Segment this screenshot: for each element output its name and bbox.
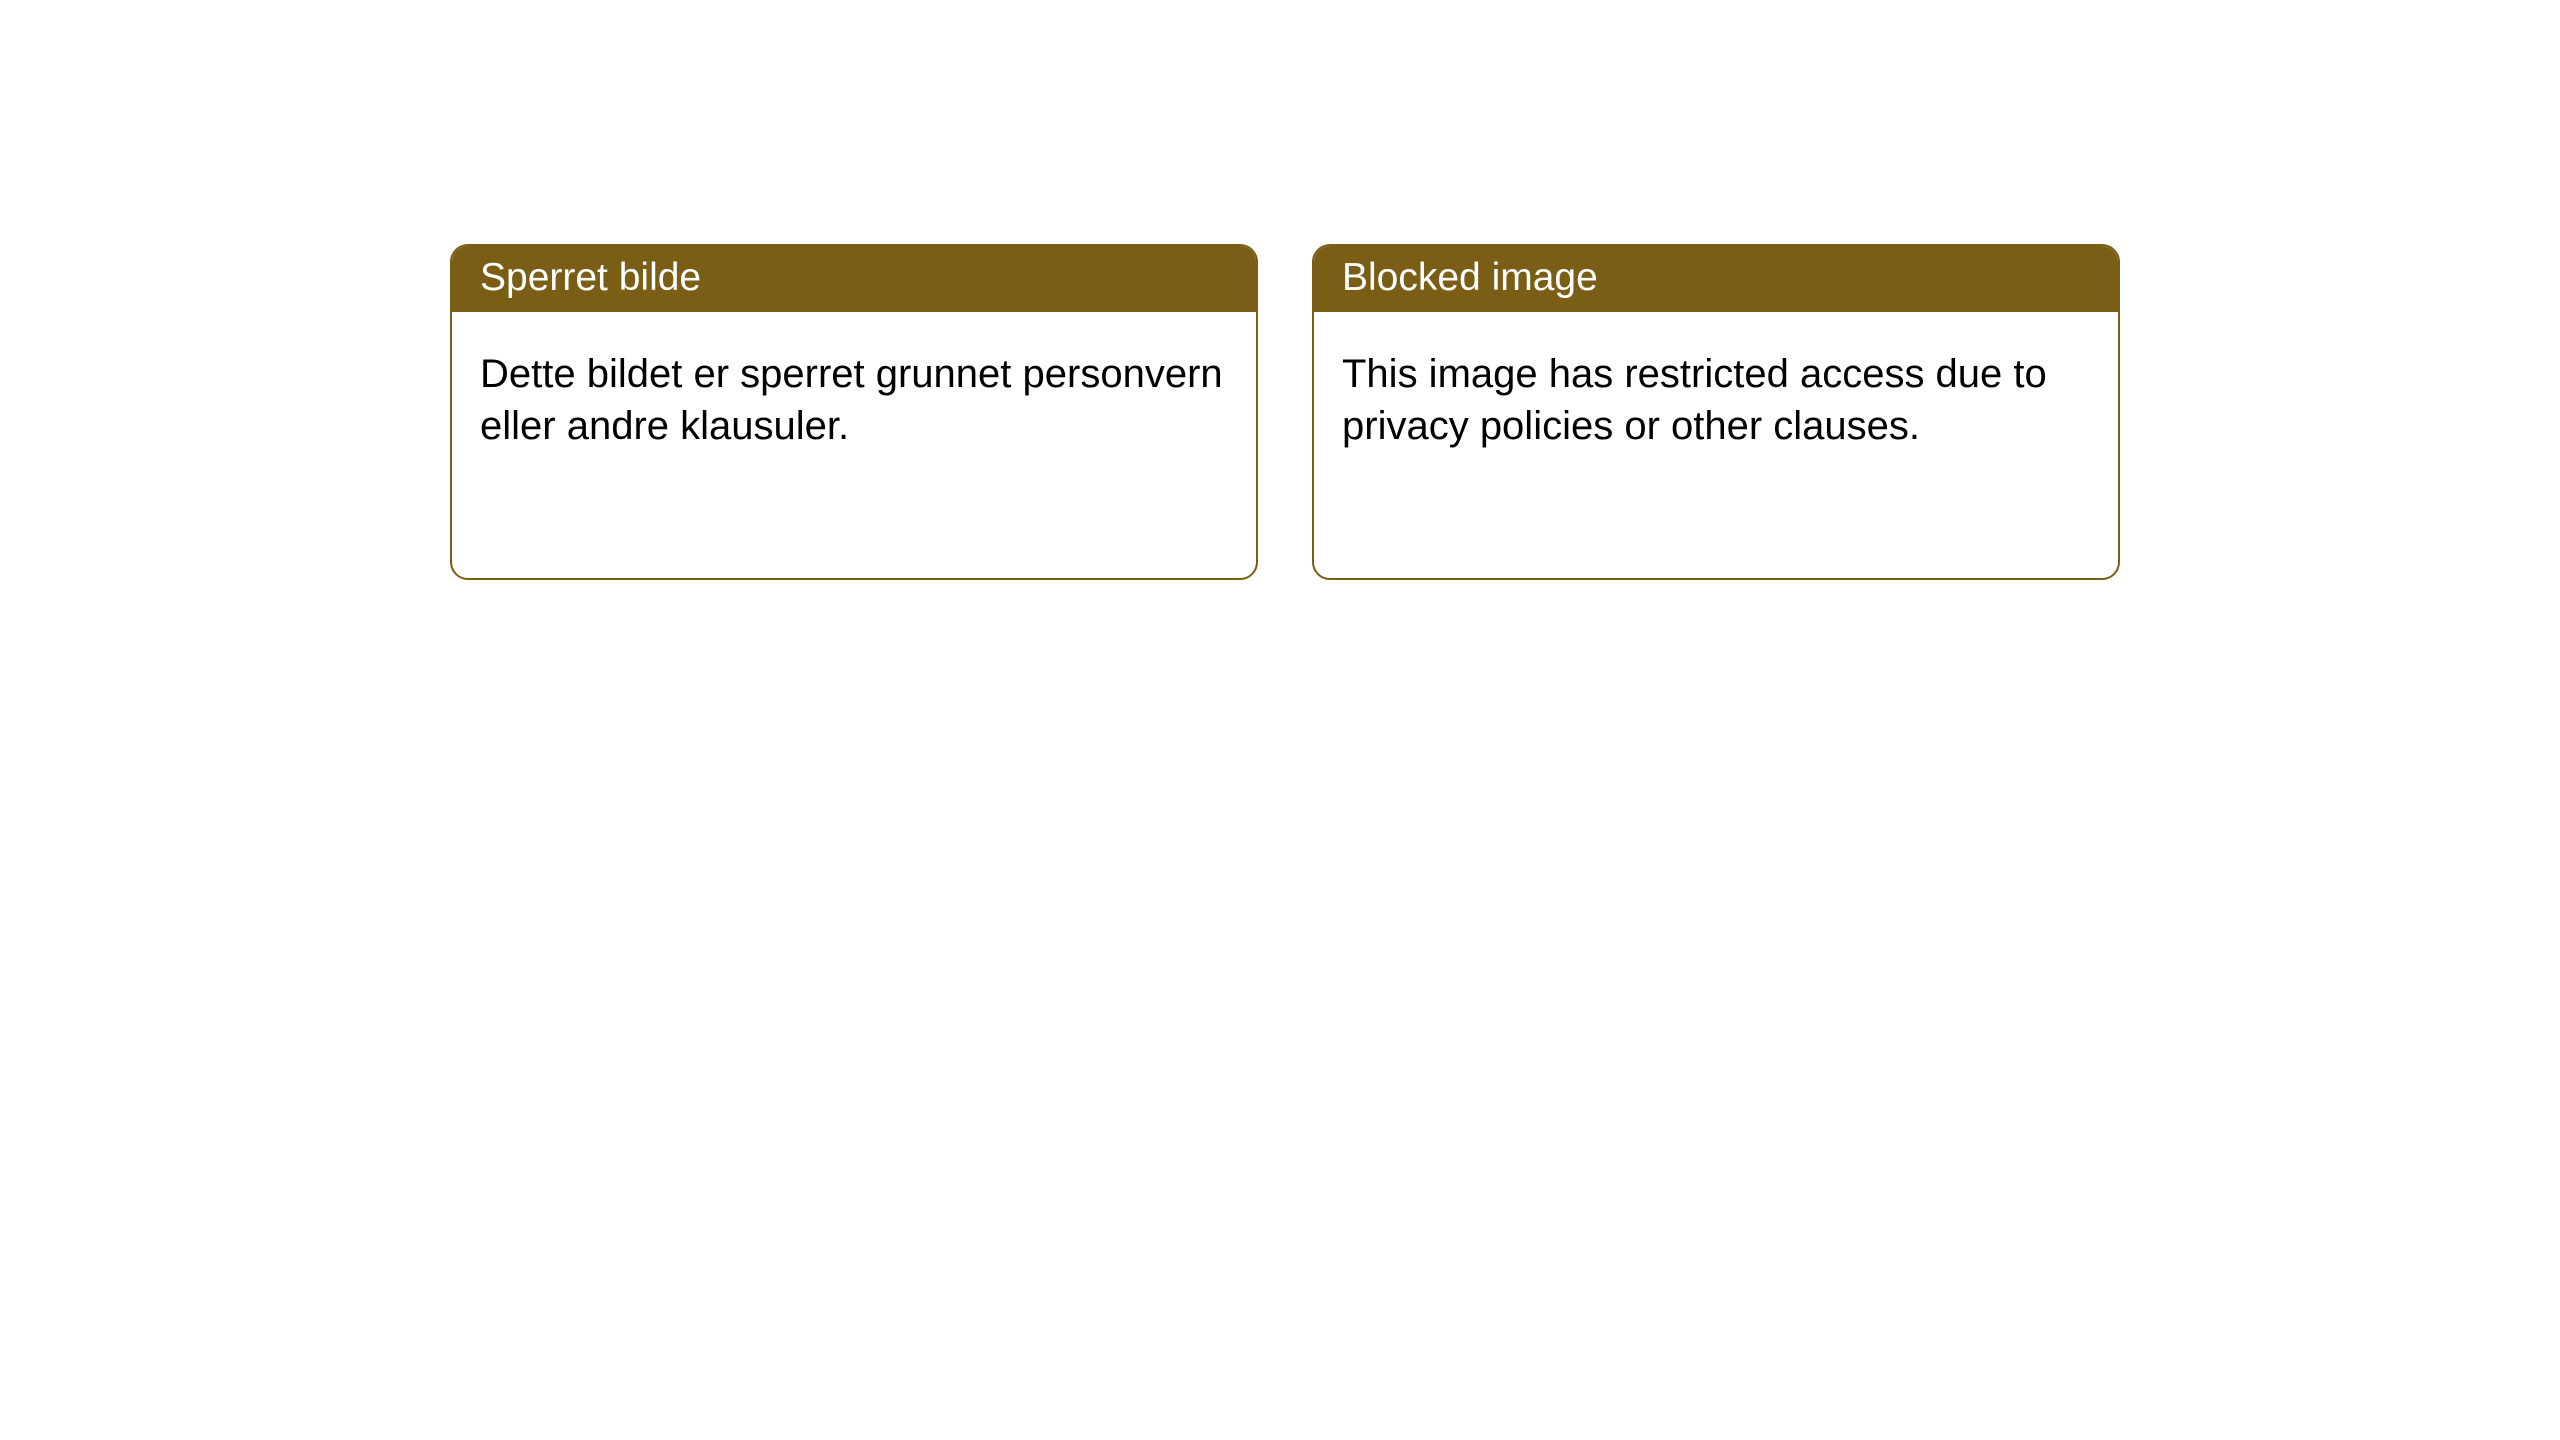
notice-container: Sperret bilde Dette bildet er sperret gr… [0,0,2560,580]
blocked-image-card-norwegian: Sperret bilde Dette bildet er sperret gr… [450,244,1258,580]
card-body-english: This image has restricted access due to … [1314,312,2118,480]
card-body-norwegian: Dette bildet er sperret grunnet personve… [452,312,1256,480]
card-header-english: Blocked image [1314,246,2118,312]
blocked-image-card-english: Blocked image This image has restricted … [1312,244,2120,580]
card-header-norwegian: Sperret bilde [452,246,1256,312]
